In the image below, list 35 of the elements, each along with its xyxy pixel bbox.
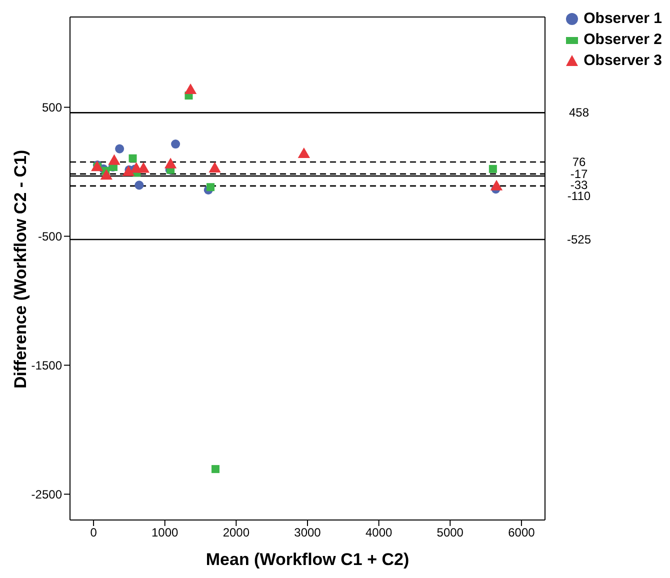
legend-label: Observer 2 [584, 30, 662, 50]
x-axis-title: Mean (Workflow C1 + C2) [206, 550, 410, 569]
point [184, 83, 197, 94]
point [298, 147, 310, 158]
ref-line-label: 76 [572, 154, 586, 169]
x-tick-label: 4000 [365, 526, 392, 540]
point [137, 162, 150, 173]
x-tick-label: 5000 [436, 526, 464, 540]
point [115, 144, 124, 154]
point [164, 158, 177, 168]
y-tick-label: 500 [42, 100, 62, 115]
legend-label: Observer 3 [584, 51, 662, 71]
point [108, 154, 120, 165]
ref-line-label: 458 [568, 106, 590, 120]
point [128, 154, 137, 162]
point [490, 180, 503, 190]
y-tick-label: -2500 [31, 487, 62, 502]
x-tick-label: 6000 [508, 526, 536, 540]
y-tick-label: -500 [38, 230, 62, 244]
point [488, 164, 497, 173]
x-tick-label: 2000 [222, 526, 250, 540]
x-tick-label: 3000 [294, 526, 322, 540]
point [100, 169, 112, 180]
point [208, 162, 221, 172]
point [206, 183, 215, 192]
x-tick-label: 1000 [152, 526, 179, 540]
point [171, 140, 180, 149]
ref-line-label: -525 [566, 232, 592, 246]
legend-label: Observer 1 [584, 9, 662, 29]
x-tick-label: 0 [90, 526, 98, 540]
point [211, 465, 220, 474]
point [122, 166, 135, 176]
y-axis-title: Difference (Workflow C2 - C1) [11, 150, 30, 388]
point [134, 180, 144, 190]
y-tick-label: -1500 [31, 358, 62, 372]
